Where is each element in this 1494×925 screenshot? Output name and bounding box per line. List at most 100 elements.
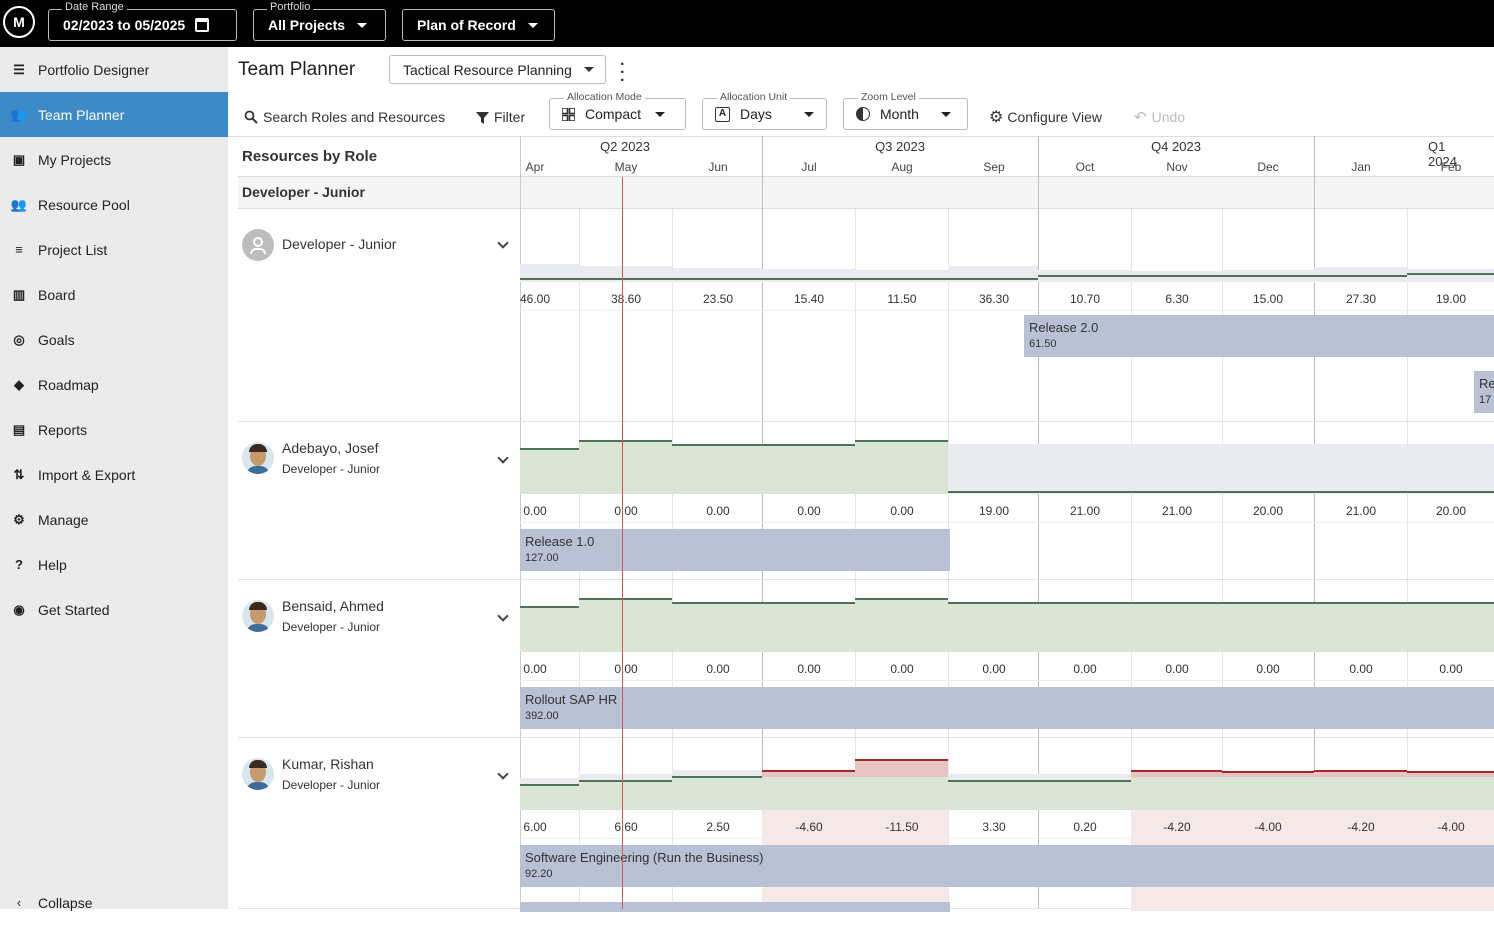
resource-name[interactable]: Adebayo, Josef	[282, 440, 379, 456]
row-separator	[238, 579, 1494, 580]
allocation-value: 20.00	[1252, 504, 1284, 518]
expand-chevron-icon[interactable]	[497, 237, 509, 249]
collapse-button[interactable]: ‹ Collapse	[0, 880, 228, 925]
allocation-value: -4.00	[1254, 820, 1282, 834]
sidebar-item-resource-pool[interactable]: 👥 Resource Pool	[0, 182, 228, 227]
zoom-level-select[interactable]: Zoom Level Month	[843, 91, 968, 130]
allocation-value: 0.00	[890, 504, 914, 518]
configure-view-button[interactable]: ⚙ Configure View	[989, 104, 1102, 130]
available-area	[1131, 602, 1222, 652]
role-name[interactable]: Developer - Junior	[282, 236, 397, 252]
person-icon-body	[250, 248, 266, 254]
calendar-icon[interactable]	[195, 18, 210, 32]
logo[interactable]: M	[3, 6, 35, 38]
board-icon: ▥	[12, 286, 26, 302]
roadmap-icon: ◆	[14, 376, 24, 392]
portfolio-select[interactable]: Portfolio All Projects	[253, 1, 386, 41]
view-select[interactable]: Tactical Resource Planning	[389, 55, 606, 84]
availability-line	[1407, 491, 1494, 493]
sidebar-item-reports[interactable]: ▤ Reports	[0, 407, 228, 452]
expand-chevron-icon[interactable]	[497, 610, 509, 622]
sidebar-item-roadmap[interactable]: ◆ Roadmap	[0, 362, 228, 407]
month-label: Jun	[708, 160, 728, 174]
filter-button[interactable]: Filter	[476, 104, 525, 130]
allocation-value: 0.20	[1073, 820, 1097, 834]
sidebar-item-goals[interactable]: ◎ Goals	[0, 317, 228, 362]
project-bar-partial[interactable]	[520, 902, 950, 912]
month-label: Apr	[525, 160, 545, 174]
sidebar-item-help[interactable]: ? Help	[0, 542, 228, 587]
overallocated-area	[1407, 770, 1494, 777]
sidebar-item-label: Reports	[38, 421, 88, 438]
project-bar-value: 61.50	[1029, 338, 1057, 350]
allocation-value: 36.30	[978, 292, 1010, 306]
resource-role: Developer - Junior	[282, 778, 381, 792]
available-area	[520, 448, 579, 494]
chevron-down-icon	[583, 67, 594, 72]
sidebar-item-label: Get Started	[38, 601, 110, 618]
sidebar-item-get-started[interactable]: ◉ Get Started	[0, 587, 228, 632]
allocation-mode-select[interactable]: Allocation Mode Compact	[549, 91, 686, 130]
availability-line	[1038, 275, 1131, 277]
date-range-picker[interactable]: Date Range 02/2023 to 05/2025	[48, 1, 237, 41]
undo-button[interactable]: ↶ Undo	[1134, 104, 1185, 130]
gear-icon: ⚙	[13, 511, 25, 527]
sidebar-item-import-export[interactable]: ⇅ Import & Export	[0, 452, 228, 497]
availability-line	[1407, 273, 1494, 275]
availability-line	[1131, 491, 1222, 493]
group-row[interactable]: Developer - Junior	[238, 177, 1494, 209]
sidebar-item-my-projects[interactable]: ▣ My Projects	[0, 137, 228, 182]
more-options-icon[interactable]: · · ·	[620, 56, 626, 89]
allocation-value: -4.20	[1347, 820, 1375, 834]
overallocated-area	[762, 769, 855, 777]
sidebar-item-manage[interactable]: ⚙ Manage	[0, 497, 228, 542]
project-bar-label: Software Engineering (Run the Business)	[525, 850, 764, 865]
resource-name[interactable]: Bensaid, Ahmed	[282, 598, 384, 614]
month-label: Feb	[1440, 160, 1462, 174]
header-divider	[238, 176, 1494, 177]
person-avatar	[242, 442, 274, 474]
project-bar[interactable]: Release 2.0 61.50	[1024, 315, 1494, 357]
allocation-value: 15.00	[1252, 292, 1284, 306]
project-bar-value: 17	[1479, 394, 1492, 406]
availability-line	[1038, 491, 1131, 493]
month-label: Jul	[801, 160, 817, 174]
sidebar-item-team-planner[interactable]: 👥 Team Planner	[0, 92, 228, 137]
project-bar[interactable]: Software Engineering (Run the Business) 9…	[520, 845, 1494, 887]
expand-chevron-icon[interactable]	[497, 768, 509, 780]
project-bar[interactable]: Re 17	[1474, 371, 1494, 413]
sidebar-item-label: Resource Pool	[38, 196, 130, 213]
allocation-value: 6.00	[523, 820, 547, 834]
expand-chevron-icon[interactable]	[497, 452, 509, 464]
filter-icon	[476, 111, 489, 124]
sidebar-item-board[interactable]: ▥ Board	[0, 272, 228, 317]
search-roles-button[interactable]: Search Roles and Resources	[244, 104, 445, 130]
project-bar-value: 127.00	[525, 552, 559, 564]
value-separator	[520, 310, 1494, 311]
allocation-mode-label: Allocation Mode	[564, 91, 645, 103]
resource-name[interactable]: Kumar, Rishan	[282, 756, 374, 772]
allocation-value: -11.50	[885, 820, 919, 834]
project-bar-label: Release 1.0	[525, 534, 595, 549]
shirt-icon	[246, 624, 270, 632]
plan-select[interactable]: Plan of Record	[402, 9, 555, 41]
availability-line	[579, 780, 672, 782]
sidebar-item-project-list[interactable]: ≡ Project List	[0, 227, 228, 272]
capacity-area	[1314, 267, 1407, 282]
available-area	[520, 606, 579, 652]
project-bar[interactable]: Rollout SAP HR 392.00	[520, 687, 1494, 729]
allocation-value: 23.50	[702, 292, 734, 306]
project-bar[interactable]: Release 1.0 127.00	[520, 529, 950, 571]
allocation-unit-select[interactable]: Allocation Unit A Days	[702, 91, 827, 130]
month-label: May	[614, 160, 638, 174]
portfolio-designer-icon: ☰	[13, 61, 25, 77]
toolbar-divider	[228, 136, 1494, 137]
available-area	[855, 777, 948, 810]
person-avatar	[242, 758, 274, 790]
person-avatar	[242, 600, 274, 632]
available-area	[1314, 777, 1407, 810]
sidebar: ☰ Portfolio Designer 👥 Team Planner ▣ My Proj…	[0, 47, 228, 911]
sidebar-item-label: Project List	[38, 241, 108, 258]
chevron-down-icon	[527, 22, 538, 28]
sidebar-item-portfolio-designer[interactable]: ☰ Portfolio Designer	[0, 47, 228, 92]
